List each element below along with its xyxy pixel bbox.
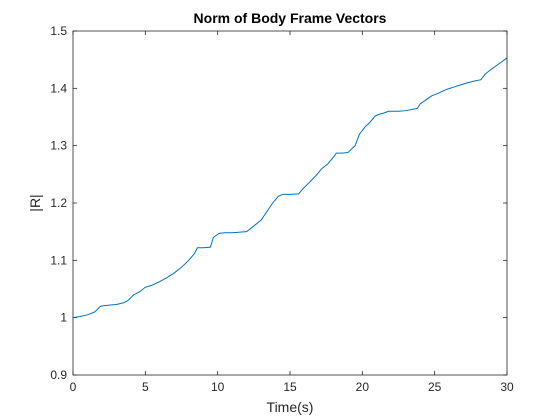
- x-tick-label: 15: [283, 380, 297, 394]
- y-tick-label: 1.1: [50, 253, 67, 267]
- chart-title: Norm of Body Frame Vectors: [194, 10, 387, 26]
- x-axis: 0 5 10 15 20 25 30: [70, 31, 514, 394]
- y-tick-label: 1.2: [50, 196, 67, 210]
- x-tick-label: 25: [428, 380, 442, 394]
- y-tick-label: 1: [60, 311, 67, 325]
- y-tick-label: 1.3: [50, 139, 67, 153]
- series-line: [72, 57, 508, 319]
- plot-area: [73, 31, 507, 375]
- x-tick-label: 0: [70, 380, 77, 394]
- y-tick-label: 0.9: [50, 368, 67, 382]
- x-axis-label: Time(s): [267, 399, 314, 415]
- x-tick-label: 5: [142, 380, 149, 394]
- x-tick-label: 10: [211, 380, 225, 394]
- y-tick-label: 1.5: [50, 24, 67, 38]
- y-axis-label: |R|: [27, 194, 43, 211]
- y-tick-label: 1.4: [50, 81, 67, 95]
- x-tick-label: 20: [356, 380, 370, 394]
- x-tick-label: 30: [500, 380, 514, 394]
- plot-frame: [72, 30, 508, 376]
- y-axis: 0.9 1 1.1 1.2 1.3 1.4 1.5: [50, 24, 507, 382]
